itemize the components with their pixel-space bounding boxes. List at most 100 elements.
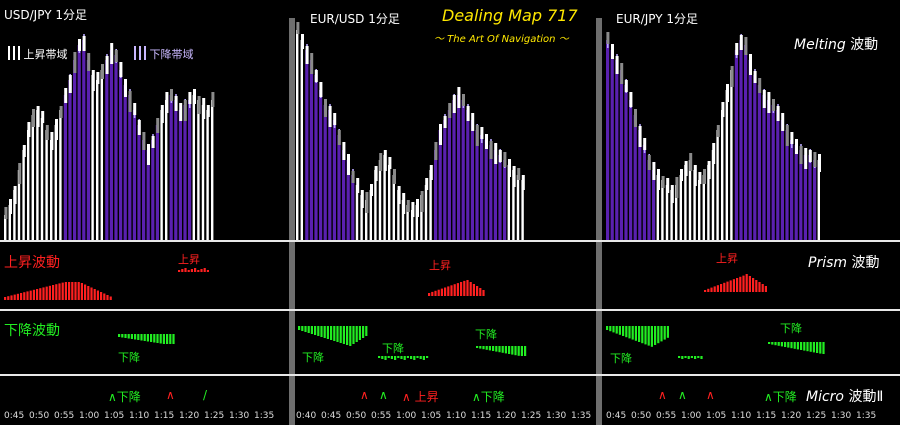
- melting-bar-down: [86, 60, 90, 240]
- price-candle: [808, 150, 812, 162]
- down-wave-bar: [118, 334, 121, 337]
- down-wave-bar: [342, 326, 345, 344]
- price-candle: [73, 52, 77, 73]
- down-wave-bar: [618, 326, 621, 335]
- bar-chart-icon: [134, 46, 146, 60]
- melting-bar-down: [137, 125, 141, 240]
- prism-bar: [476, 286, 479, 296]
- down-wave-bar: [394, 356, 397, 360]
- melting-bar-up: [512, 170, 515, 240]
- down-wave-bar: [336, 326, 339, 342]
- melting-bar-down: [610, 50, 614, 240]
- melting-bar-up: [817, 160, 820, 240]
- micro-signal-down: ∧下降: [108, 390, 141, 404]
- prism-bar: [10, 295, 13, 300]
- prism-bar: [720, 284, 723, 292]
- down-wave-bar: [777, 342, 780, 346]
- melting-bar-down: [615, 60, 619, 240]
- melting-bar-up: [415, 205, 418, 240]
- time-axis-tick: 1:30: [546, 411, 567, 421]
- price-candle: [804, 148, 808, 169]
- melting-bar-down: [767, 100, 771, 240]
- melting-bar-up: [406, 205, 409, 240]
- price-candle: [629, 92, 633, 107]
- down-wave-bar: [790, 342, 793, 349]
- price-candle: [91, 70, 95, 91]
- time-axis-tick: 1:35: [571, 411, 592, 421]
- melting-bar-down: [447, 110, 451, 240]
- down-wave-bar: [812, 342, 815, 353]
- melting-bar-up: [679, 175, 682, 240]
- prism-bar: [456, 283, 459, 296]
- melting-bar-up: [721, 110, 724, 240]
- price-candle: [383, 150, 387, 171]
- down-wave-bar: [307, 326, 310, 333]
- price-candle: [489, 141, 493, 159]
- down-wave-bar: [413, 356, 416, 360]
- down-wave-bar: [301, 326, 304, 331]
- time-axis-tick: 1:20: [496, 411, 517, 421]
- melting-bar-down: [484, 140, 488, 240]
- melting-bar-down: [794, 145, 798, 240]
- down-wave-bar: [684, 356, 687, 358]
- melting-bar-up: [378, 160, 382, 240]
- melting-bar-down: [638, 130, 642, 240]
- down-wave-bar: [476, 346, 479, 348]
- price-candle: [96, 72, 100, 84]
- prism-bar: [707, 288, 710, 292]
- prism-bar: [32, 289, 35, 300]
- price-candle: [13, 186, 17, 204]
- time-axis-tick: 1:05: [706, 411, 727, 421]
- time-axis-tick: 1:25: [521, 411, 542, 421]
- price-candle: [749, 54, 752, 75]
- prism-bar: [20, 293, 23, 300]
- melting-bar-up: [698, 180, 701, 240]
- down-wave-bar: [485, 346, 488, 350]
- melting-bar-down: [82, 40, 86, 240]
- melting-bar-up: [661, 180, 664, 240]
- melting-bar-down: [606, 40, 610, 240]
- price-candle: [508, 159, 511, 177]
- price-candle: [32, 109, 35, 127]
- melting-bar-up: [383, 155, 386, 240]
- melting-bar-down: [813, 160, 817, 240]
- melting-bar-down: [63, 95, 67, 240]
- price-candle: [124, 79, 127, 97]
- melting-bar-up: [211, 100, 214, 240]
- melting-bar-up: [675, 185, 678, 240]
- price-candle: [101, 64, 104, 79]
- time-axis-tick: 0:50: [346, 411, 367, 421]
- down-wave-bar: [501, 346, 504, 353]
- indicator-micro-name: Micro 波動Ⅱ: [806, 389, 884, 405]
- price-candle: [652, 162, 656, 180]
- melting-bar-down: [77, 45, 81, 240]
- prism-bar: [184, 268, 187, 272]
- price-candle: [68, 75, 72, 93]
- time-axis-tick: 1:35: [856, 411, 877, 421]
- up-label: 上昇: [716, 252, 738, 265]
- micro-signal-up-arrow: ∧: [166, 388, 175, 402]
- price-candle: [193, 89, 196, 104]
- melting-bar-up: [54, 125, 57, 240]
- down-wave-bar: [166, 334, 169, 344]
- melting-bar-down: [132, 110, 136, 240]
- price-candle: [661, 176, 665, 188]
- down-wave-bar: [634, 326, 637, 341]
- prism-bar: [64, 282, 67, 300]
- price-candle: [342, 142, 346, 160]
- price-candle: [18, 163, 22, 184]
- melting-bar-down: [647, 160, 651, 240]
- price-candle: [772, 99, 775, 111]
- melting-bar-up: [31, 115, 34, 240]
- melting-bar-down: [151, 140, 155, 240]
- price-candle: [151, 136, 155, 148]
- melting-bar-up: [360, 195, 363, 240]
- melting-bar-down: [790, 140, 794, 240]
- prism-bar: [431, 291, 434, 296]
- price-candle: [416, 199, 419, 217]
- melting-bar-up: [411, 210, 414, 240]
- melting-bar-up: [730, 70, 733, 240]
- price-candle: [82, 36, 86, 51]
- price-candle: [448, 103, 452, 118]
- time-axis-tick: 0:45: [4, 411, 25, 421]
